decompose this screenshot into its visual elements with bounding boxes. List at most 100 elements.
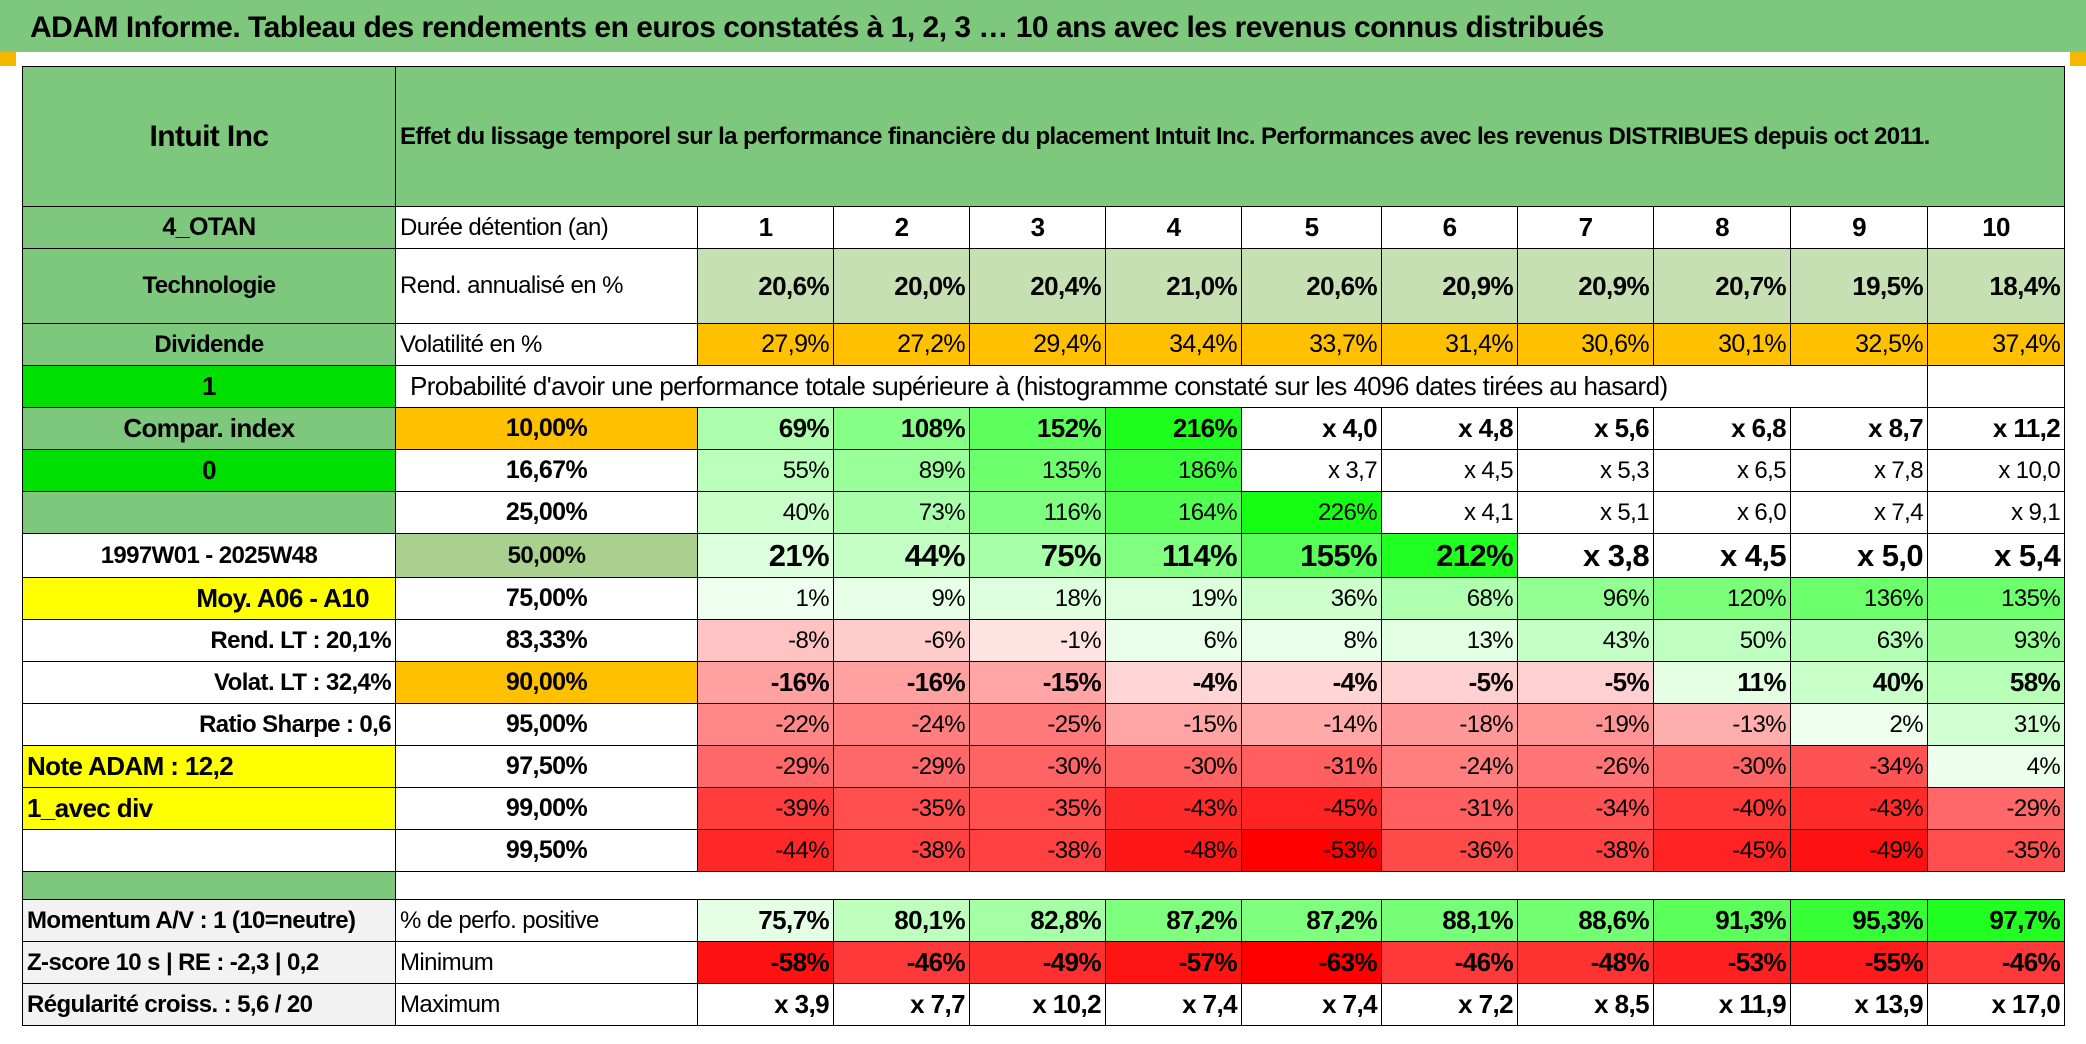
prob-value: x 11,2 [1926, 407, 2066, 450]
prob-value: -43% [1105, 787, 1242, 830]
vol-value: 27,2% [833, 323, 970, 366]
min-value: -46% [833, 941, 970, 984]
prob-threshold: 90,00% [395, 661, 698, 704]
min-value: -53% [1653, 941, 1791, 984]
prob-value: -36% [1381, 829, 1518, 872]
prob-row: Compar. index 10,00% 69% 108% 152% 216% x 4,0 x… [22, 407, 2066, 450]
prob-value: 96% [1517, 577, 1654, 620]
pos-value: 95,3% [1790, 899, 1928, 942]
prob-value: 114% [1105, 533, 1242, 578]
period-label: 1997W01 - 2025W48 [22, 533, 396, 578]
prob-value: x 4,8 [1381, 407, 1518, 450]
year-header: 8 [1653, 206, 1791, 249]
prob-value: 13% [1381, 619, 1518, 662]
prob-value: 40% [697, 491, 834, 534]
zscore-label: Z-score 10 s | RE : -2,3 | 0,2 [22, 941, 396, 984]
prob-value: 135% [1926, 577, 2066, 620]
prob-value: x 7,8 [1790, 449, 1928, 492]
prob-row: Rend. LT : 20,1% 83,33% -8% -6% -1% 6% 8% 13% 43… [22, 619, 2066, 662]
prob-value: 135% [969, 449, 1106, 492]
rend-value: 20,9% [1517, 248, 1654, 324]
max-value: x 11,9 [1653, 983, 1791, 1026]
prob-value: 2% [1790, 703, 1928, 746]
duree-label: Durée détention (an) [395, 206, 698, 249]
banner-title: ADAM Informe. Tableau des rendements en … [0, 0, 2086, 52]
rend-lt-label: Rend. LT : 20,1% [22, 619, 396, 662]
prob-value: 4% [1926, 745, 2066, 788]
pos-value: 87,2% [1105, 899, 1242, 942]
prob-value: 116% [969, 491, 1106, 534]
flag-1: 1 [22, 365, 396, 408]
prob-value: -16% [697, 661, 834, 704]
empty-label [22, 829, 396, 872]
prob-row: 0 16,67% 55% 89% 135% 186% x 3,7 x 4,5 x 5,3 x 6,… [22, 449, 2066, 492]
prob-threshold: 99,00% [395, 787, 698, 830]
footer-row: Momentum A/V : 1 (10=neutre)% de perfo. … [22, 899, 2066, 942]
prob-value: 155% [1241, 533, 1382, 578]
prob-heading-row: 1 Probabilité d'avoir une performance to… [22, 365, 2066, 408]
prob-value: 73% [833, 491, 970, 534]
min-value: -57% [1105, 941, 1242, 984]
prob-value: 164% [1105, 491, 1242, 534]
prob-value: -24% [1381, 745, 1518, 788]
rend-value: 20,0% [833, 248, 970, 324]
prob-threshold: 83,33% [395, 619, 698, 662]
year-header: 9 [1790, 206, 1928, 249]
prob-row: 1997W01 - 2025W48 50,00% 21% 44% 75% 114% 155%… [22, 533, 2066, 578]
momentum-label: Momentum A/V : 1 (10=neutre) [22, 899, 396, 942]
prob-value: x 9,1 [1926, 491, 2066, 534]
prob-value: x 5,0 [1790, 533, 1928, 578]
prob-value: -29% [833, 745, 970, 788]
empty-cell [1926, 365, 2066, 408]
prob-value: 8% [1241, 619, 1382, 662]
prob-value: -45% [1653, 829, 1791, 872]
prob-value: 186% [1105, 449, 1242, 492]
prob-value: 226% [1241, 491, 1382, 534]
vol-value: 29,4% [969, 323, 1106, 366]
prob-value: -40% [1653, 787, 1791, 830]
prob-threshold: 97,50% [395, 745, 698, 788]
prob-row: 99,50% -44% -38% -38% -48% -53% -36% -38% -45% -4… [22, 829, 2066, 872]
prob-value: -49% [1790, 829, 1928, 872]
prob-value: -1% [969, 619, 1106, 662]
prob-value: x 5,3 [1517, 449, 1654, 492]
pos-value: 88,1% [1381, 899, 1518, 942]
prob-value: x 4,5 [1653, 533, 1791, 578]
prob-value: -43% [1790, 787, 1928, 830]
prob-value: 44% [833, 533, 970, 578]
spacer-row [22, 871, 2065, 900]
prob-value: -4% [1105, 661, 1242, 704]
compar-label: Compar. index [22, 407, 396, 450]
prob-value: 21% [697, 533, 834, 578]
prob-value: 1% [697, 577, 834, 620]
pos-value: 91,3% [1653, 899, 1791, 942]
volat-lt-label: Volat. LT : 32,4% [22, 661, 396, 704]
pos-value: 80,1% [833, 899, 970, 942]
note-adam-label: Note ADAM : 12,2 [22, 745, 396, 788]
table-description: Effet du lissage temporel sur la perform… [394, 66, 2066, 207]
rend-value: 19,5% [1790, 248, 1928, 324]
prob-value: 31% [1926, 703, 2066, 746]
spacer-empty [396, 872, 2065, 900]
prob-value: x 5,6 [1517, 407, 1654, 450]
min-label: Minimum [395, 941, 698, 984]
prob-value: -38% [1517, 829, 1654, 872]
header-row: Intuit Inc Effet du lissage temporel sur… [22, 66, 2066, 207]
prob-value: 9% [833, 577, 970, 620]
year-header: 6 [1381, 206, 1518, 249]
vol-label: Volatilité en % [395, 323, 698, 366]
prob-row: Moy. A06 - A10 75,00% 1% 9% 18% 19% 36% 68% 96% 1… [22, 577, 2066, 620]
performance-table: Intuit Inc Effet du lissage temporel sur… [22, 66, 2066, 1026]
min-value: -48% [1517, 941, 1654, 984]
prob-value: 69% [697, 407, 834, 450]
prob-value: -44% [697, 829, 834, 872]
prob-value: -19% [1517, 703, 1654, 746]
prob-threshold: 10,00% [395, 407, 698, 450]
flag-0: 0 [22, 449, 396, 492]
prob-value: x 4,5 [1381, 449, 1518, 492]
prob-value: 50% [1653, 619, 1791, 662]
rend-value: 20,6% [697, 248, 834, 324]
prob-value: -24% [833, 703, 970, 746]
prob-value: -29% [697, 745, 834, 788]
prob-value: -14% [1241, 703, 1382, 746]
